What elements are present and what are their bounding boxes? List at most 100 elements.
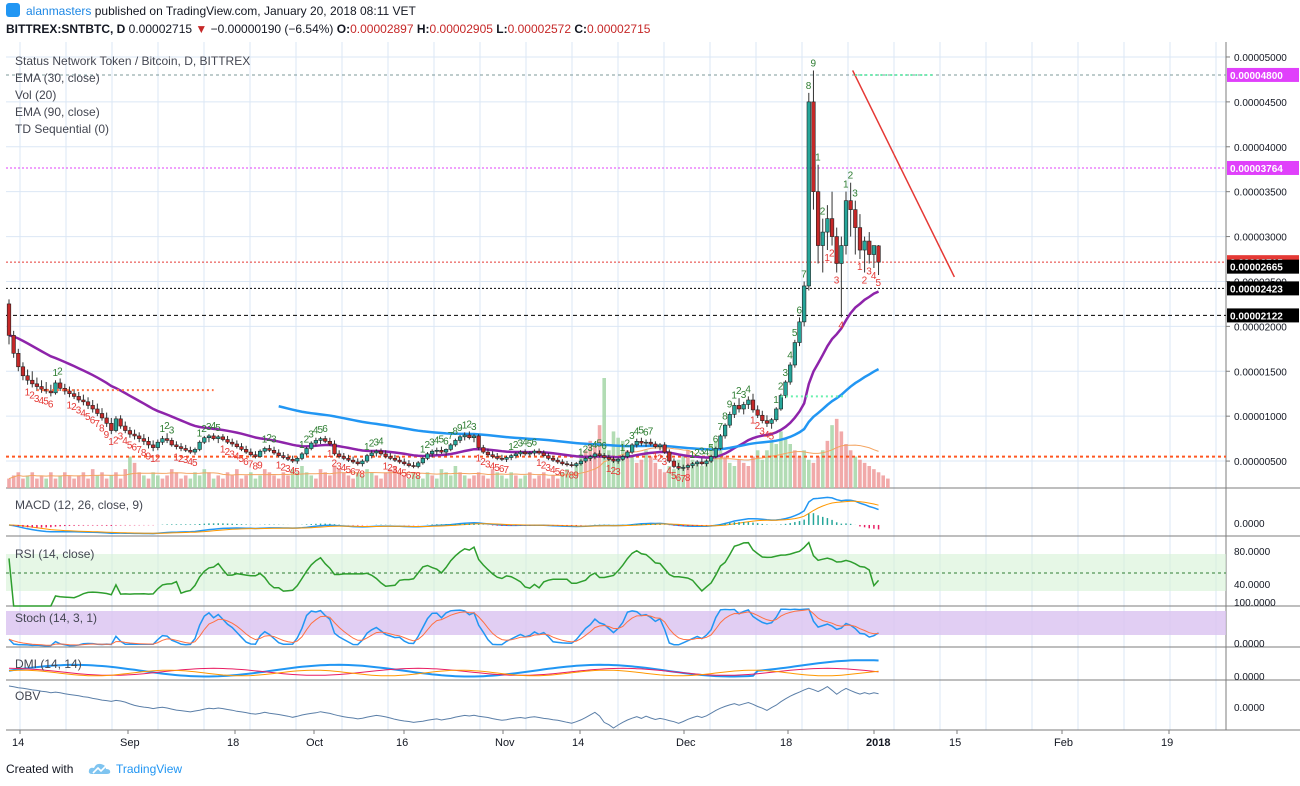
chart-canvas[interactable]: 0.00005000 0.00004500 0.00004000 0.00003500… <box>0 40 1300 754</box>
x-tick-label: 2018 <box>866 737 890 749</box>
td-buy-count: 2 <box>480 457 486 468</box>
tradingview-link[interactable]: TradingView <box>116 762 183 776</box>
y-tick-label: 0.00004000 <box>1234 143 1287 154</box>
volume-bar <box>318 469 323 488</box>
td-buy-count: 4 <box>80 408 86 419</box>
volume-bar <box>523 475 527 488</box>
td-buy-count: 1 <box>652 451 658 462</box>
macd-tick-label: 0.0000 <box>1234 519 1265 530</box>
volume-bar <box>379 478 383 488</box>
footer: Created with TradingView <box>0 754 1300 786</box>
volume-bar <box>458 472 462 488</box>
volume-bar <box>197 475 202 488</box>
candle <box>332 443 337 455</box>
td-buy-count: 4 <box>234 451 240 462</box>
candle <box>727 414 732 426</box>
candle <box>513 453 518 456</box>
td-buy-count: 2 <box>71 402 77 413</box>
candle <box>174 444 179 447</box>
td-sell-count: 5 <box>638 426 644 437</box>
td-sell-count: 1 <box>773 395 779 406</box>
candle <box>99 413 105 419</box>
candle <box>746 399 751 405</box>
candle <box>30 379 35 385</box>
candle <box>695 461 700 465</box>
td-sell-count: 9 <box>457 423 463 434</box>
last-price: 0.00002715 <box>128 22 193 36</box>
td-buy-count: 2 <box>541 460 547 471</box>
candle <box>267 448 272 451</box>
td-buy-count: 3 <box>545 463 551 474</box>
volume-bar <box>11 475 16 488</box>
volume-bar <box>793 450 797 488</box>
volume-bar <box>262 469 267 488</box>
price-label-box <box>1227 281 1299 296</box>
td-sell-count: 2 <box>778 382 784 393</box>
volume-bar <box>886 478 890 488</box>
candle <box>281 455 286 458</box>
volume-bar <box>388 469 393 488</box>
author-link[interactable]: alanmasters <box>26 4 92 18</box>
volume-bar <box>504 478 509 488</box>
td-buy-count: 4 <box>550 465 556 476</box>
candle <box>165 438 170 441</box>
td-buy-count: 7 <box>504 465 510 476</box>
volume-bar <box>462 475 467 488</box>
td-buy-count: 3 <box>615 467 621 478</box>
volume-bar <box>169 469 174 488</box>
rsi-title: RSI (14, close) <box>15 547 94 561</box>
td-buy-count: 5 <box>401 469 407 480</box>
candle <box>271 449 277 454</box>
obv-line <box>8 685 879 729</box>
candle <box>53 382 58 394</box>
volume-bar <box>741 462 746 488</box>
candle <box>6 303 12 336</box>
td-sell-count: 6 <box>713 435 719 446</box>
candle <box>462 434 467 438</box>
volume-bar <box>183 475 188 488</box>
td-sell-count: 1 <box>843 180 849 191</box>
td-buy-count: 6 <box>132 443 138 454</box>
volume-bar <box>830 425 834 488</box>
td-sell-count: 6 <box>797 305 803 316</box>
volume-bar <box>146 478 151 488</box>
candle <box>490 454 495 457</box>
volume-bar <box>467 478 472 488</box>
volume-bar <box>179 478 183 488</box>
volume-bar <box>374 475 379 488</box>
x-tick-label: 19 <box>1161 737 1173 749</box>
td-sell-count: 7 <box>448 431 454 442</box>
dmi-tick-label: 0.0000 <box>1234 672 1265 683</box>
volume-bar <box>872 469 876 488</box>
td-sell-count: 9 <box>727 400 733 411</box>
volume-bar <box>723 456 727 488</box>
volume-bar <box>769 440 774 488</box>
td-sell-count: 5 <box>215 423 221 434</box>
td-buy-count: 1 <box>824 253 830 264</box>
candle <box>681 467 686 469</box>
candle <box>211 435 216 439</box>
td-buy-count: 6 <box>559 469 565 480</box>
candle <box>485 451 491 456</box>
candle <box>532 450 537 454</box>
candle <box>811 101 816 192</box>
td-sell-count: 2 <box>736 386 742 397</box>
symbol-text: BITTREX:SNTBTC, D <box>6 22 126 36</box>
candle <box>374 450 379 454</box>
td-sell-count: 2 <box>466 419 472 430</box>
volume-bar <box>137 472 141 488</box>
td-sell-count: 4 <box>313 426 319 437</box>
td-sell-count: 2 <box>583 445 589 456</box>
td-sell-count: 3 <box>587 443 593 454</box>
candle <box>48 390 53 394</box>
candle <box>769 419 774 424</box>
price-label-box <box>1227 67 1299 82</box>
candle <box>132 433 137 437</box>
candle <box>550 458 556 461</box>
candle <box>323 438 328 442</box>
volume-bar <box>123 469 128 488</box>
candle <box>755 409 760 416</box>
candle <box>750 399 756 411</box>
candle <box>20 366 26 377</box>
candle <box>448 444 453 450</box>
